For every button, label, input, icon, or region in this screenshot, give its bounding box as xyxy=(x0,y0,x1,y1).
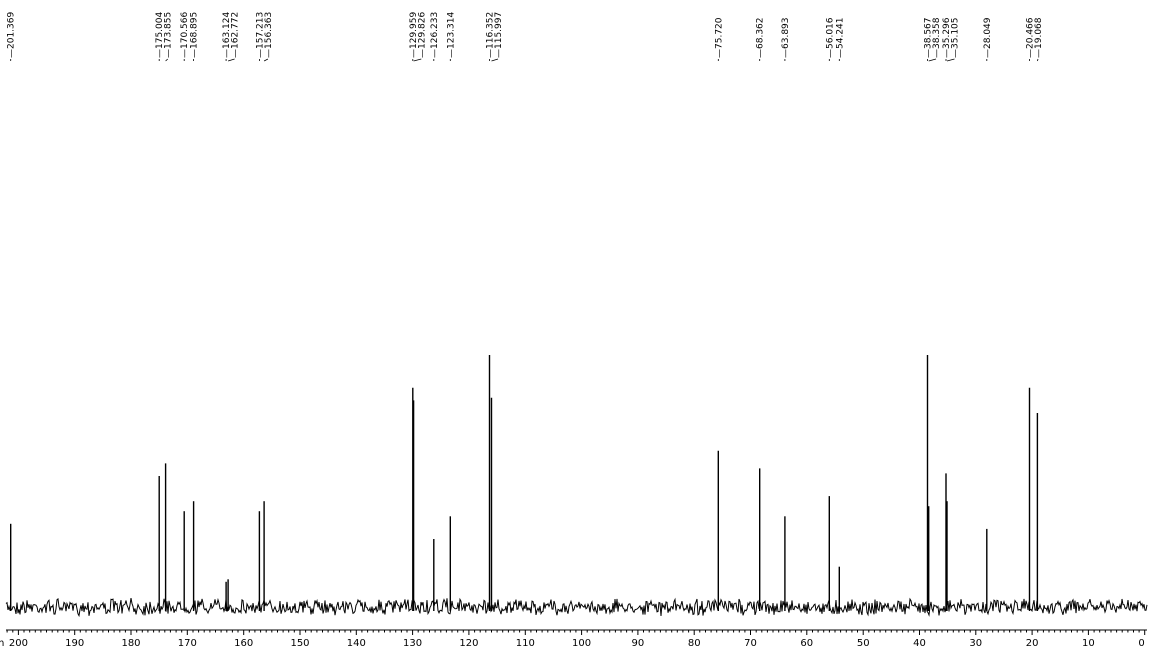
peak-label: —162.772 xyxy=(231,12,241,58)
x-axis-unit-label: ppm xyxy=(0,638,4,649)
peak-label: —54.241 xyxy=(835,18,845,59)
peak-label-connector xyxy=(1037,58,1039,62)
x-tick-label: 120 xyxy=(459,638,478,649)
peak-label-connector xyxy=(165,58,168,62)
peak-label-connector xyxy=(946,58,955,62)
peak-labels: —201.369 —175.004—173.855 —170.566 —168.895… xyxy=(7,12,1044,58)
peak-label-connector xyxy=(227,58,235,62)
x-tick-label: 70 xyxy=(744,638,757,649)
peak-label: —56.016 xyxy=(825,17,835,58)
x-tick-label: 50 xyxy=(857,638,870,649)
spectrum-trace xyxy=(5,597,1148,618)
peak-label-connector xyxy=(928,58,937,62)
peak-label: —35.105 xyxy=(951,18,961,59)
x-tick-label: 150 xyxy=(290,638,309,649)
x-tick-label: 180 xyxy=(121,638,140,649)
x-tick-label: 80 xyxy=(688,638,701,649)
x-tick-label: 0 xyxy=(1138,638,1144,649)
peak-label: —20.466 xyxy=(1026,17,1036,58)
peak-label: —129.959 xyxy=(409,12,419,58)
peak-label: —168.895 xyxy=(190,12,200,58)
x-tick-label: 100 xyxy=(572,638,591,649)
peak-label: —156.363 xyxy=(264,12,274,58)
peak-label: —116.352 xyxy=(486,12,496,58)
peak-label: —115.997 xyxy=(494,12,504,58)
x-tick-label: 40 xyxy=(913,638,926,649)
x-tick-label: 20 xyxy=(1026,638,1039,649)
peak-label: —175.004 xyxy=(155,12,165,58)
peak-label: —129.826 xyxy=(417,12,427,58)
x-tick-label: 160 xyxy=(234,638,253,649)
x-tick-label: 140 xyxy=(347,638,366,649)
peak-label: —173.855 xyxy=(164,12,174,58)
peak-label: —123.314 xyxy=(446,12,456,58)
x-axis-ticks: 200 190 180 170 160 150 140 130 120 110 100 90 80 70 6… xyxy=(6,630,1146,649)
x-tick-label: 130 xyxy=(403,638,422,649)
peak-label-connector xyxy=(491,58,499,62)
x-tick-label: 30 xyxy=(969,638,982,649)
peak-label-connectors xyxy=(10,58,1039,62)
x-tick-label: 190 xyxy=(65,638,84,649)
peak-label: —170.566 xyxy=(180,12,190,58)
peak-label: —63.893 xyxy=(781,18,791,59)
x-tick-label: 200 xyxy=(9,638,28,649)
peak-label: —126.233 xyxy=(430,12,440,58)
x-tick-label: 90 xyxy=(632,638,645,649)
peak-label: —38.567 xyxy=(924,18,934,59)
peak-label-connector xyxy=(263,58,269,62)
peak-label: —163.124 xyxy=(222,12,232,58)
peak-label: —157.213 xyxy=(255,12,265,58)
peak-label: —201.369 xyxy=(7,12,17,58)
x-tick-label: 110 xyxy=(516,638,535,649)
peak-label: —75.720 xyxy=(714,17,724,58)
peak-label: —35.296 xyxy=(942,17,952,58)
x-tick-label: 170 xyxy=(178,638,197,649)
x-tick-label: 60 xyxy=(800,638,813,649)
peak-label: —19.068 xyxy=(1034,17,1044,58)
peak-label: —68.362 xyxy=(756,18,766,59)
peak-label-connector xyxy=(413,58,422,62)
peak-label: —38.358 xyxy=(932,17,942,58)
peak-label: —28.049 xyxy=(983,17,993,58)
x-axis: 200 190 180 170 160 150 140 130 120 110 100 90 80 70 6… xyxy=(0,629,1147,649)
spectrum-peaks xyxy=(9,355,1039,611)
x-tick-label: 10 xyxy=(1082,638,1095,649)
